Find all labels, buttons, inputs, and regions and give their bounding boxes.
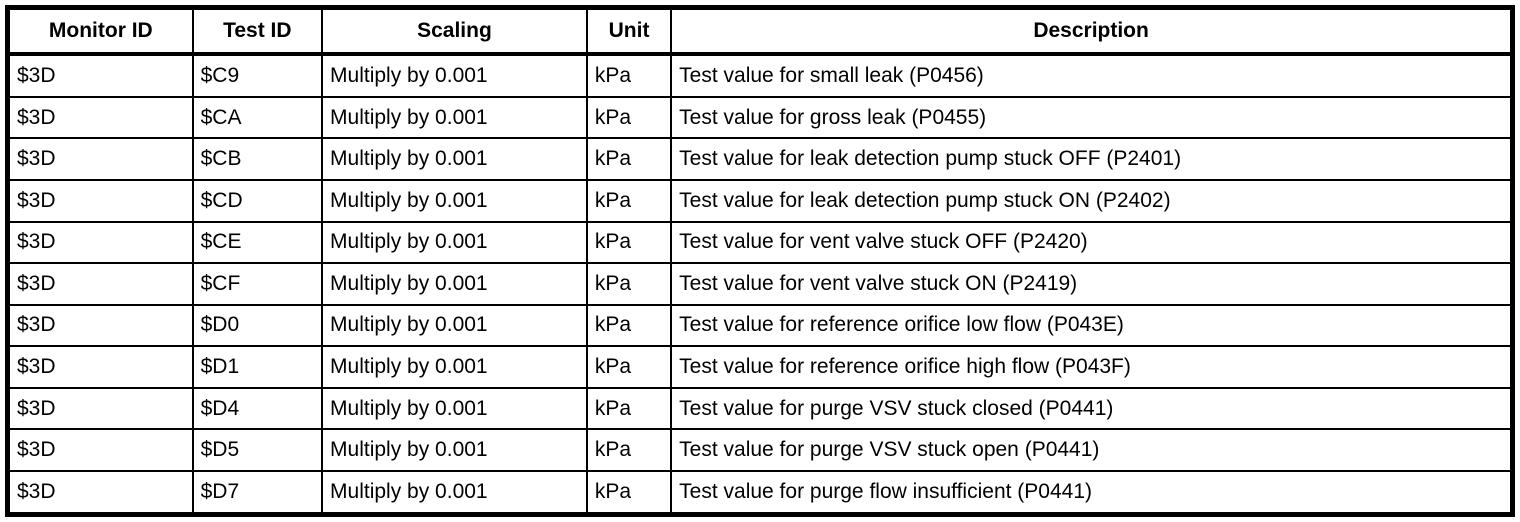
cell-scaling: Multiply by 0.001 xyxy=(321,345,588,389)
cell-test_id: $CA xyxy=(191,95,324,140)
cell-test_id: $C9 xyxy=(191,53,324,98)
table-header-row: Monitor ID Test ID Scaling Unit Description xyxy=(6,6,1514,56)
test-data-table: Monitor ID Test ID Scaling Unit Description … xyxy=(5,5,1515,517)
cell-test_id: $CB xyxy=(191,137,324,182)
cell-monitor_id: $3D xyxy=(6,469,194,516)
cell-unit: kPa xyxy=(585,386,673,431)
table-row: $3D $CB Multiply by 0.001 kPa Test value for… xyxy=(6,137,1514,182)
table-row: $3D $D7 Multiply by 0.001 kPa Test value for… xyxy=(6,469,1514,516)
table-row: $3D $CA Multiply by 0.001 kPa Test value for… xyxy=(6,95,1514,140)
cell-description: Test value for reference orifice low flo… xyxy=(670,303,1514,348)
cell-monitor_id: $3D xyxy=(6,53,194,98)
table-row: $3D $C9 Multiply by 0.001 kPa Test value for… xyxy=(6,53,1514,98)
column-header-description: Description xyxy=(670,6,1514,56)
cell-test_id: $D7 xyxy=(191,469,324,516)
cell-unit: kPa xyxy=(585,345,673,389)
cell-monitor_id: $3D xyxy=(6,262,194,306)
column-header-scaling: Scaling xyxy=(321,6,588,56)
column-header-monitor_id: Monitor ID xyxy=(6,6,194,56)
cell-test_id: $CE xyxy=(191,220,324,265)
cell-description: Test value for purge VSV stuck open (P04… xyxy=(670,428,1514,472)
cell-monitor_id: $3D xyxy=(6,137,194,182)
cell-test_id: $D4 xyxy=(191,386,324,431)
cell-scaling: Multiply by 0.001 xyxy=(321,179,588,223)
cell-test_id: $D0 xyxy=(191,303,324,348)
cell-unit: kPa xyxy=(585,469,673,516)
cell-scaling: Multiply by 0.001 xyxy=(321,262,588,306)
cell-description: Test value for leak detection pump stuck… xyxy=(670,137,1514,182)
cell-monitor_id: $3D xyxy=(6,345,194,389)
cell-scaling: Multiply by 0.001 xyxy=(321,95,588,140)
cell-test_id: $D5 xyxy=(191,428,324,472)
cell-unit: kPa xyxy=(585,303,673,348)
column-header-unit: Unit xyxy=(585,6,673,56)
cell-description: Test value for vent valve stuck OFF (P24… xyxy=(670,220,1514,265)
table-row: $3D $D5 Multiply by 0.001 kPa Test value for… xyxy=(6,428,1514,472)
cell-description: Test value for vent valve stuck ON (P241… xyxy=(670,262,1514,306)
cell-description: Test value for purge flow insufficient (… xyxy=(670,469,1514,516)
cell-unit: kPa xyxy=(585,53,673,98)
cell-description: Test value for small leak (P0456) xyxy=(670,53,1514,98)
cell-description: Test value for gross leak (P0455) xyxy=(670,95,1514,140)
cell-unit: kPa xyxy=(585,95,673,140)
cell-scaling: Multiply by 0.001 xyxy=(321,303,588,348)
table-row: $3D $D0 Multiply by 0.001 kPa Test value for… xyxy=(6,303,1514,348)
cell-description: Test value for purge VSV stuck closed (P… xyxy=(670,386,1514,431)
cell-unit: kPa xyxy=(585,179,673,223)
cell-unit: kPa xyxy=(585,262,673,306)
cell-test_id: $CF xyxy=(191,262,324,306)
cell-unit: kPa xyxy=(585,220,673,265)
cell-monitor_id: $3D xyxy=(6,303,194,348)
table-row: $3D $CD Multiply by 0.001 kPa Test value for… xyxy=(6,179,1514,223)
cell-monitor_id: $3D xyxy=(6,386,194,431)
cell-monitor_id: $3D xyxy=(6,179,194,223)
cell-scaling: Multiply by 0.001 xyxy=(321,386,588,431)
cell-unit: kPa xyxy=(585,137,673,182)
table-row: $3D $CE Multiply by 0.001 kPa Test value for… xyxy=(6,220,1514,265)
cell-monitor_id: $3D xyxy=(6,428,194,472)
cell-unit: kPa xyxy=(585,428,673,472)
cell-scaling: Multiply by 0.001 xyxy=(321,137,588,182)
table-row: $3D $D4 Multiply by 0.001 kPa Test value for… xyxy=(6,386,1514,431)
cell-test_id: $CD xyxy=(191,179,324,223)
cell-scaling: Multiply by 0.001 xyxy=(321,53,588,98)
column-header-test_id: Test ID xyxy=(191,6,324,56)
cell-scaling: Multiply by 0.001 xyxy=(321,220,588,265)
cell-scaling: Multiply by 0.001 xyxy=(321,469,588,516)
table-row: $3D $CF Multiply by 0.001 kPa Test value for… xyxy=(6,262,1514,306)
cell-description: Test value for reference orifice high fl… xyxy=(670,345,1514,389)
cell-scaling: Multiply by 0.001 xyxy=(321,428,588,472)
cell-description: Test value for leak detection pump stuck… xyxy=(670,179,1514,223)
table-row: $3D $D1 Multiply by 0.001 kPa Test value for… xyxy=(6,345,1514,389)
cell-test_id: $D1 xyxy=(191,345,324,389)
cell-monitor_id: $3D xyxy=(6,95,194,140)
cell-monitor_id: $3D xyxy=(6,220,194,265)
